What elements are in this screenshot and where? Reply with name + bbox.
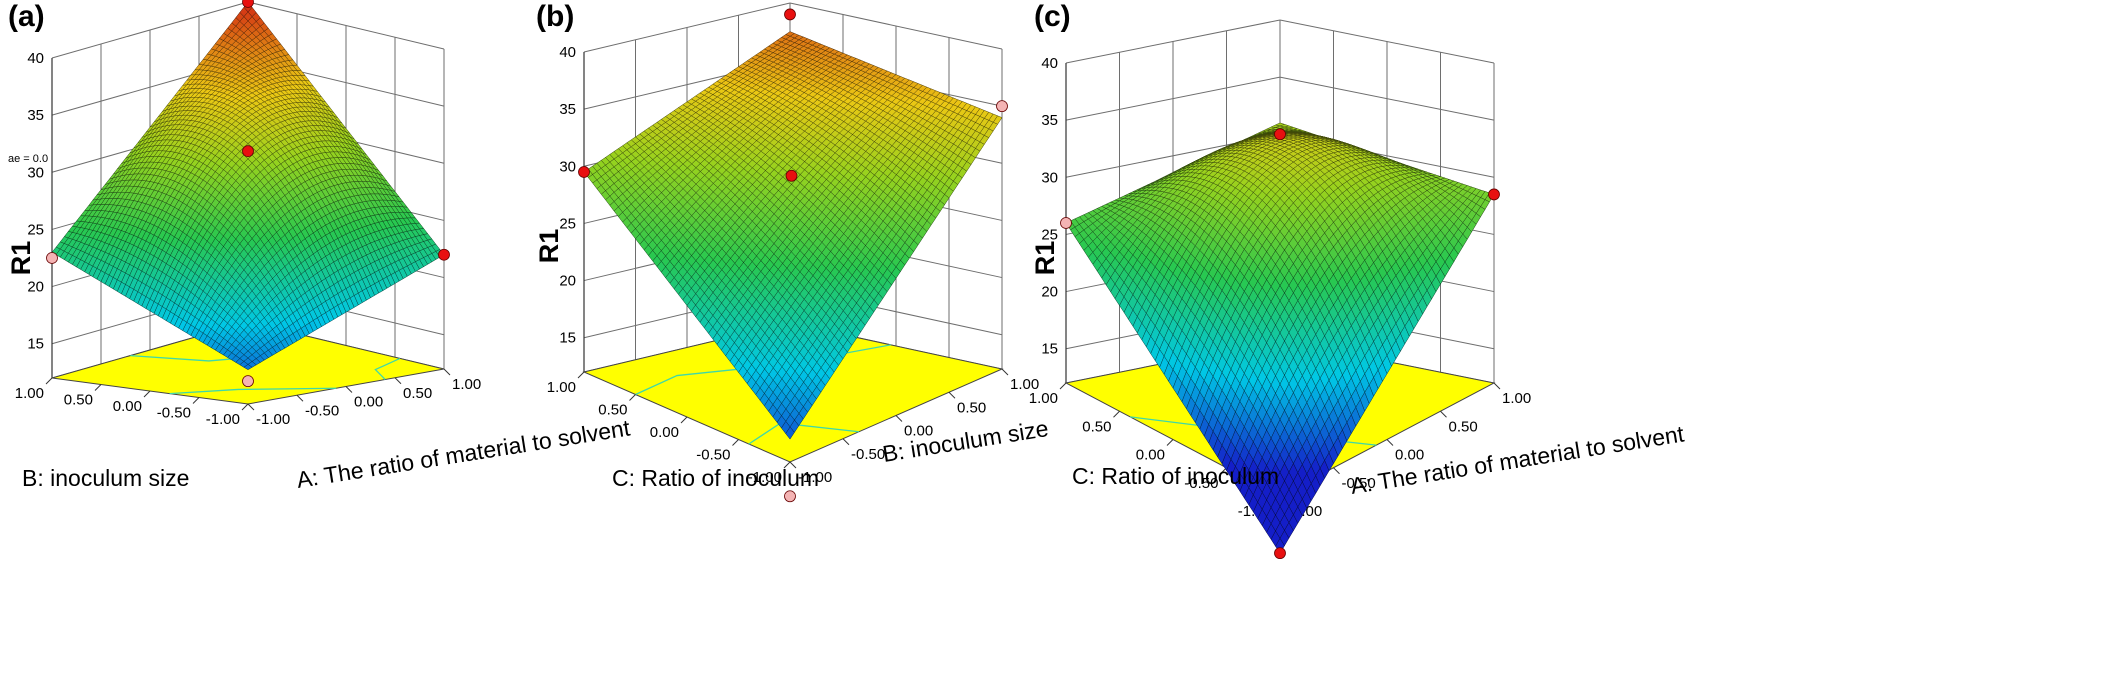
design-points [46,0,450,388]
y-tick-label: 1.00 [1029,390,1058,407]
y-tick-label: 0.00 [113,398,142,415]
z-tick-label: 35 [27,107,44,124]
design-point [438,248,450,261]
y-tick-label: 0.50 [64,392,93,409]
y-ticks: -1.00 -0.50 0.00 0.50 1.00 [15,377,249,428]
z-tick-label: 15 [1041,341,1058,358]
z-tick-label: 35 [1041,112,1058,129]
response-surface [1065,122,1495,554]
z-tick-label: 30 [1041,169,1058,186]
design-point [242,145,254,158]
y-tick-label: 1.00 [547,379,576,396]
y-axis-title: C: Ratio of inoculum [612,465,819,491]
design-points [1060,128,1500,560]
z-tick-label: 40 [27,50,44,67]
z-tick-label: 20 [27,279,44,296]
z-tick-label: 25 [27,221,44,238]
z-axis-title: R1 [1030,241,1060,276]
y-tick-label: -0.50 [157,405,191,422]
design-points [578,8,1008,503]
design-point [785,169,798,182]
x-tick-label: 0.50 [1449,418,1478,435]
z-tick-label: 20 [1041,284,1058,301]
z-tick-label: 30 [559,158,576,175]
response-surface [51,1,445,370]
z-tick-label: 35 [559,101,576,118]
panel-label: (b) [536,0,574,33]
y-tick-label: 0.00 [650,424,679,441]
design-point [1488,188,1500,201]
z-axis-title: R1 [534,229,564,264]
x-tick-label: 0.00 [1395,447,1424,464]
x-tick-label: 0.00 [354,394,383,411]
y-tick-label: -0.50 [1184,475,1218,492]
y-tick-label: 0.50 [598,402,627,419]
y-tick-label: -1.00 [748,469,782,486]
x-tick-label: -0.50 [1342,475,1376,492]
design-point [1274,547,1286,560]
z-tick-label: 40 [559,44,576,61]
x-tick-label: 1.00 [452,376,481,393]
x-tick-label: -0.50 [305,402,339,419]
z-tick-label: 15 [27,336,44,353]
z-tick-label: 25 [559,215,576,232]
z-tick-label: 25 [1041,226,1058,243]
design-point [46,252,58,264]
design-point [784,8,796,21]
z-ticks: 15 20 25 30 35 40 [559,44,576,347]
x-ticks: -1.00 -0.50 0.00 0.50 1.00 [247,368,481,428]
z-ticks: 15 20 25 30 35 40 [1041,55,1058,358]
x-tick-label: -0.50 [851,446,885,463]
x-tick-label: 0.50 [957,399,986,416]
z-tick-label: 30 [27,164,44,181]
x-tick-label: -1.00 [256,411,290,428]
x-tick-label: -1.00 [798,469,832,486]
annotation: ae = 0.0 [8,153,48,165]
design-point [578,166,590,178]
design-point [242,375,254,388]
x-tick-label: 0.00 [904,423,933,440]
z-tick-label: 20 [559,273,576,290]
x-axis-title: A: The ratio of material to solvent [295,414,633,493]
response-surface [583,31,1003,440]
y-tick-label: -1.00 [206,411,240,428]
panel-label: (a) [8,0,45,33]
y-ticks: -1.00 -0.50 0.00 0.50 1.00 [547,371,791,486]
design-point [996,100,1008,113]
design-point [242,0,254,8]
y-tick-label: 1.00 [15,385,44,402]
y-axis-title: C: Ratio of inoculum [1072,463,1279,489]
z-axis-title: R1 [6,241,36,276]
y-axis-title: B: inoculum size [22,465,189,491]
design-point [1274,128,1286,141]
z-tick-label: 15 [559,330,576,347]
x-ticks: -1.00 -0.50 0.00 0.50 1.00 [789,368,1039,486]
panel-label: (c) [1034,0,1071,33]
chart-panel-3: 152025303540-1.00-0.500.000.501.00-1.00-… [1029,0,1686,560]
design-point [1060,217,1072,229]
z-ticks: 15 20 25 30 35 40 [27,50,44,353]
x-tick-label: 0.50 [403,385,432,402]
y-tick-label: 0.50 [1082,418,1111,435]
chart-panel-2: 152025303540-1.00-0.500.000.501.00-1.00-… [534,0,1050,503]
x-tick-label: 1.00 [1502,390,1531,407]
design-point [784,490,796,503]
y-tick-label: -0.50 [696,447,730,464]
z-tick-label: 40 [1041,55,1058,72]
y-tick-label: 0.00 [1136,447,1165,464]
x-tick-label: 1.00 [1010,376,1039,393]
